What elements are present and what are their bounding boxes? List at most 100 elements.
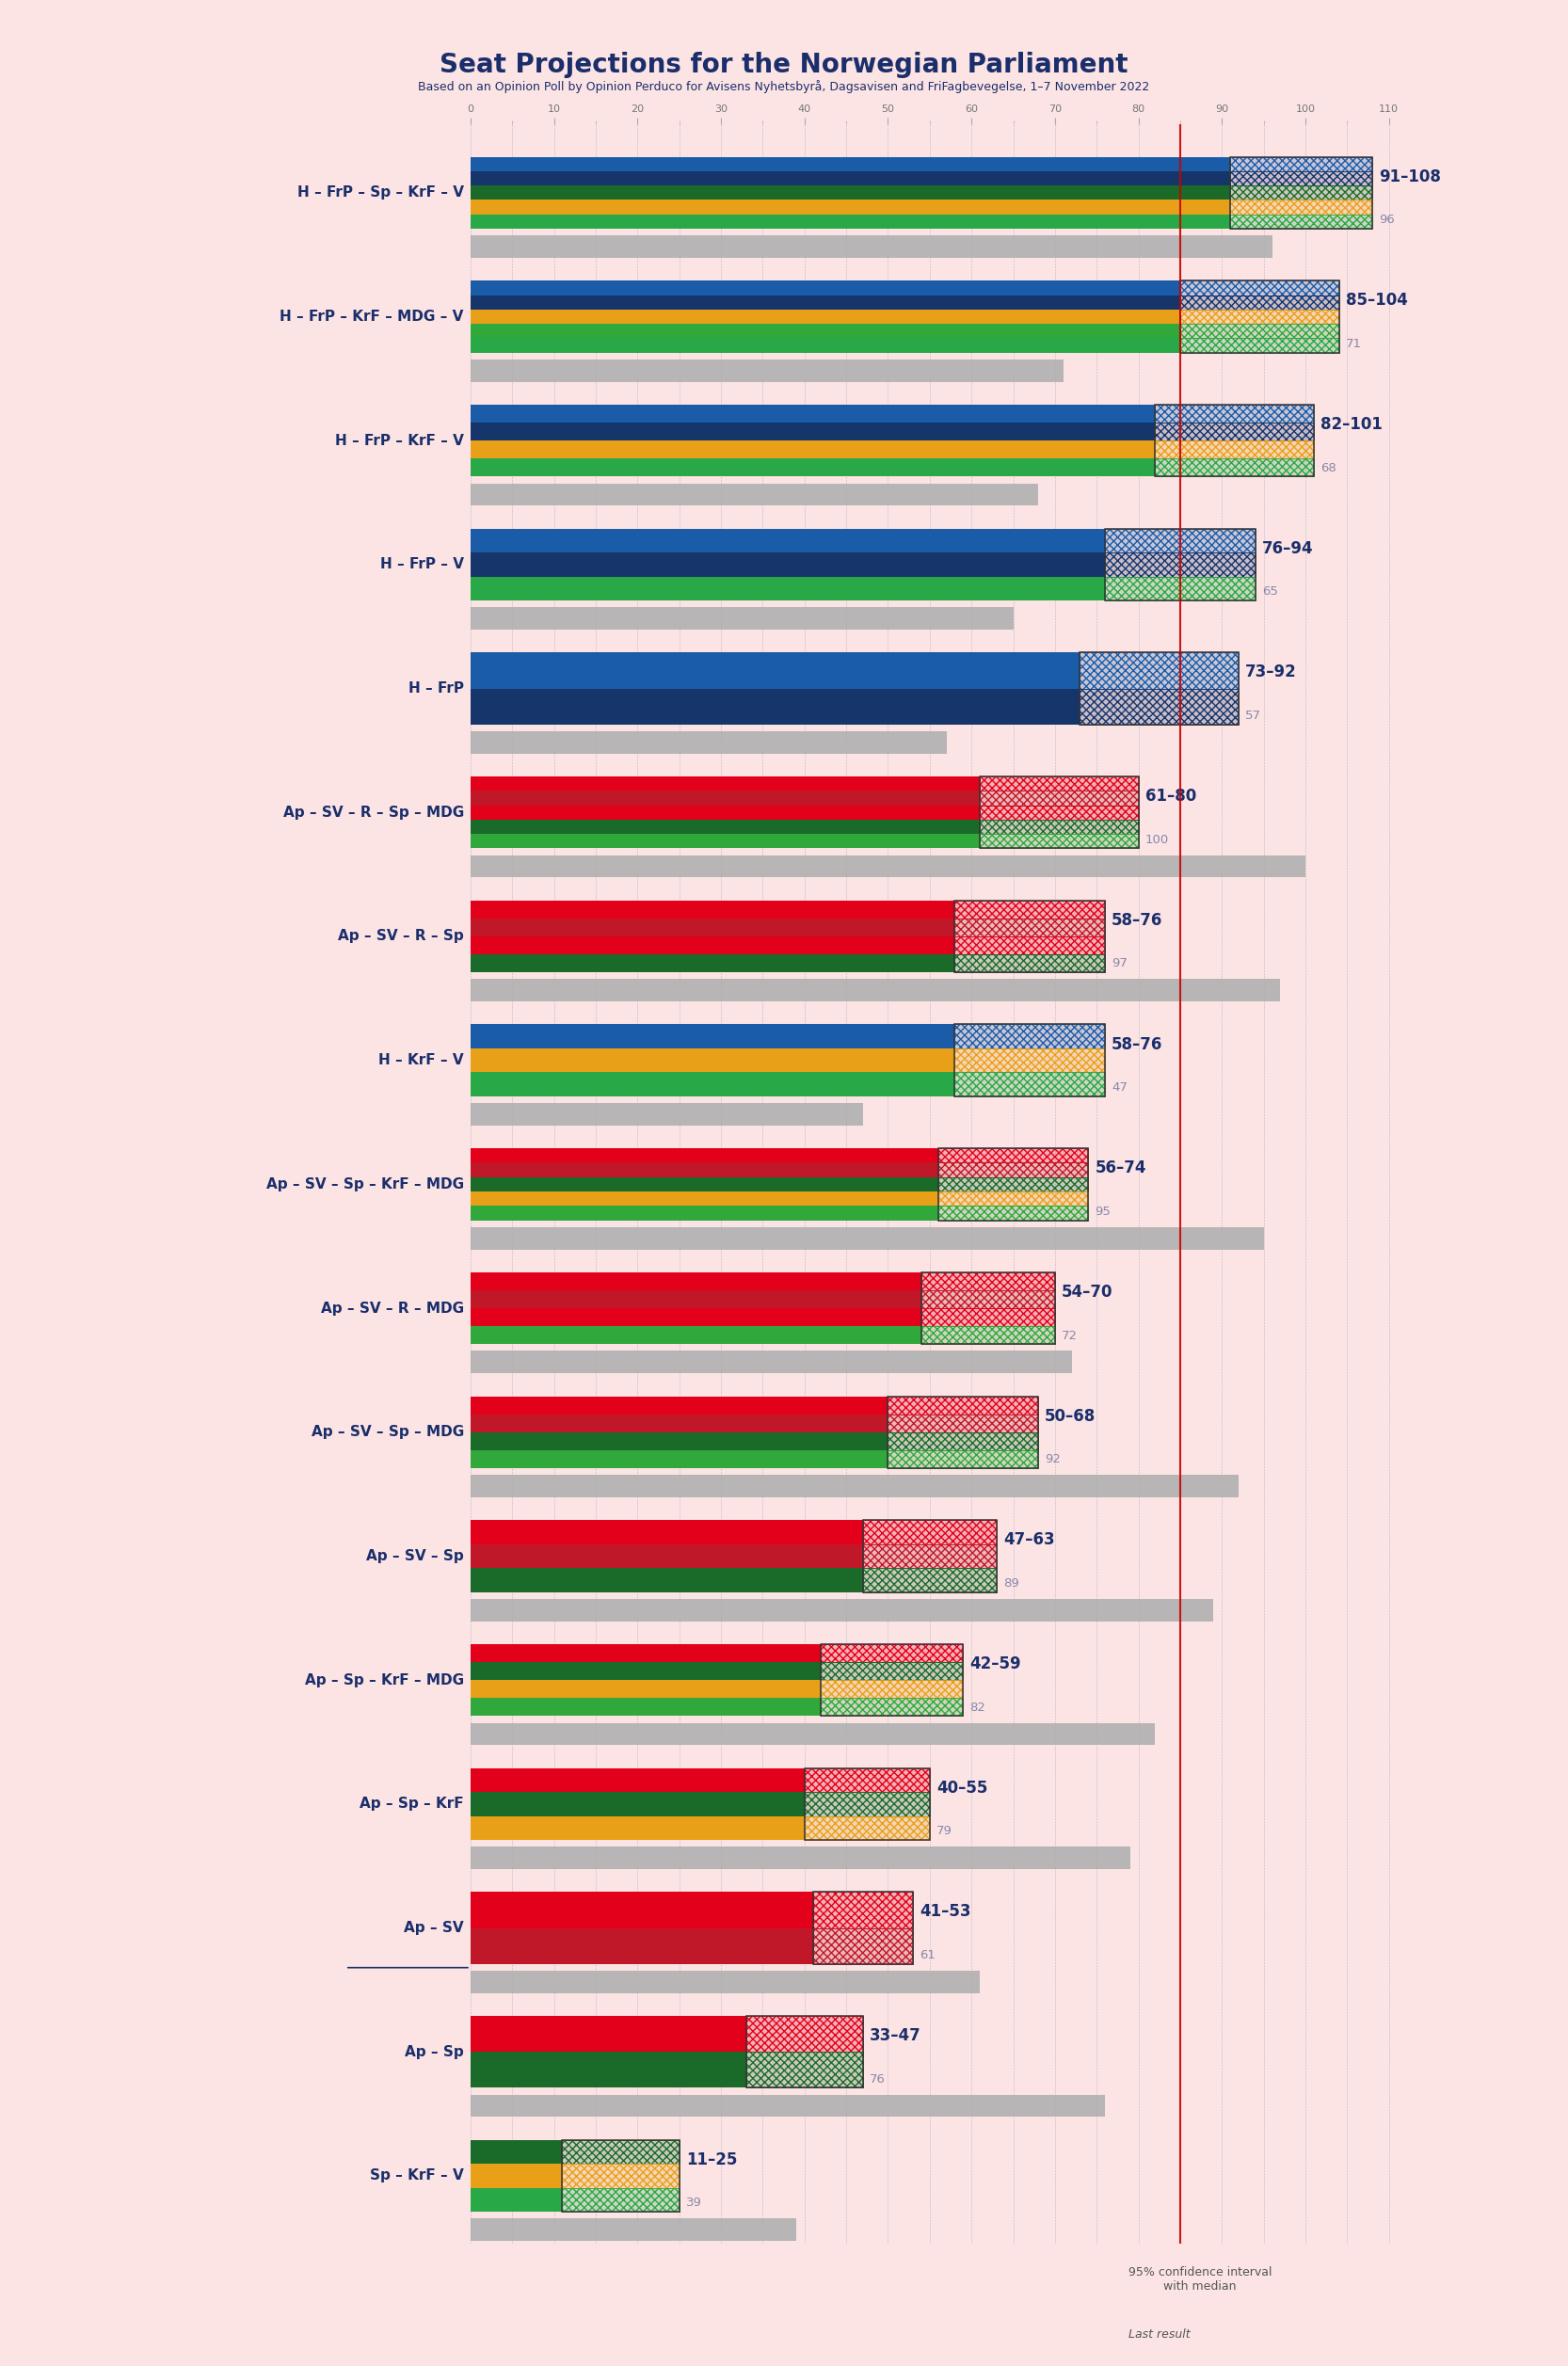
Bar	[1156, 440, 1314, 459]
Bar	[470, 2189, 563, 2212]
Bar	[470, 528, 1105, 554]
Bar	[938, 1148, 1088, 1162]
Bar	[563, 2165, 679, 2189]
Bar	[563, 2139, 679, 2165]
Text: 97: 97	[1112, 958, 1127, 970]
Text: 82: 82	[969, 1701, 986, 1713]
Bar	[470, 199, 1231, 215]
Text: Sp – KrF – V: Sp – KrF – V	[370, 2170, 464, 2184]
Text: 54–70: 54–70	[1062, 1285, 1113, 1301]
Bar	[862, 1569, 997, 1592]
Bar	[804, 1817, 930, 1841]
Bar	[470, 790, 980, 804]
Bar	[470, 1767, 804, 1791]
Bar	[746, 2016, 862, 2051]
Text: H – KrF – V: H – KrF – V	[378, 1053, 464, 1067]
Bar	[1038, 2323, 1121, 2347]
Bar	[1156, 405, 1314, 424]
Text: H – FrP – KrF – V: H – FrP – KrF – V	[336, 433, 464, 447]
Bar	[470, 1722, 1156, 1746]
Bar	[470, 1289, 922, 1308]
Bar	[938, 1148, 1088, 1162]
Bar	[470, 405, 1156, 424]
Bar	[980, 790, 1138, 804]
Text: 71: 71	[1345, 338, 1361, 350]
Bar	[1038, 2278, 1121, 2307]
Bar	[938, 1207, 1088, 1221]
Bar	[812, 1928, 913, 1964]
Bar	[887, 1431, 1038, 1450]
Bar	[862, 1521, 997, 1592]
Text: 61: 61	[920, 1950, 936, 1961]
Bar	[470, 1791, 804, 1817]
Bar	[470, 338, 1181, 353]
Bar	[746, 2051, 862, 2087]
Bar	[470, 980, 1281, 1001]
Bar	[470, 2094, 1105, 2118]
Text: Ap – SV – Sp – MDG: Ap – SV – Sp – MDG	[310, 1424, 464, 1439]
Bar	[470, 2165, 563, 2189]
Bar	[470, 185, 1231, 199]
Bar	[470, 1817, 804, 1841]
Bar	[470, 1103, 862, 1126]
Bar	[563, 2189, 679, 2212]
Bar	[563, 2189, 679, 2212]
Bar	[804, 1767, 930, 1791]
Bar	[470, 282, 1181, 296]
Bar	[1181, 324, 1339, 338]
Bar	[470, 1928, 812, 1964]
Bar	[1105, 554, 1256, 577]
Bar	[470, 1569, 862, 1592]
Bar	[746, 2051, 862, 2087]
Bar	[938, 1178, 1088, 1192]
Bar	[955, 1072, 1105, 1095]
Bar	[470, 1048, 955, 1072]
Bar	[470, 1178, 938, 1192]
Bar	[822, 1644, 963, 1661]
Bar	[470, 854, 1306, 878]
Bar	[470, 440, 1156, 459]
Bar	[804, 1767, 930, 1791]
Bar	[1231, 215, 1372, 230]
Bar	[955, 918, 1105, 937]
Bar	[822, 1661, 963, 1680]
Text: Last result: Last result	[1129, 2328, 1190, 2340]
Bar	[922, 1327, 1055, 1344]
Text: Ap – SV – Sp: Ap – SV – Sp	[367, 1550, 464, 1564]
Bar	[804, 1817, 930, 1841]
Bar	[955, 918, 1105, 937]
Bar	[822, 1661, 963, 1680]
Bar	[563, 2165, 679, 2189]
Bar	[1105, 528, 1256, 601]
Bar	[955, 901, 1105, 918]
Text: 76: 76	[870, 2073, 886, 2084]
Bar	[922, 1308, 1055, 1327]
Bar	[470, 608, 1013, 629]
Bar	[470, 1072, 955, 1095]
Text: 96: 96	[1378, 213, 1394, 227]
Bar	[470, 1661, 822, 1680]
Bar	[1105, 577, 1256, 601]
Bar	[980, 804, 1138, 819]
Bar	[470, 1431, 887, 1450]
Bar	[938, 1192, 1088, 1207]
Bar	[470, 156, 1231, 170]
Bar	[1080, 689, 1239, 724]
Bar	[470, 554, 1105, 577]
Bar	[1231, 199, 1372, 215]
Text: 61–80: 61–80	[1145, 788, 1196, 804]
Text: 47–63: 47–63	[1004, 1531, 1055, 1547]
Bar	[887, 1431, 1038, 1450]
Bar	[470, 1644, 822, 1661]
Bar	[1038, 2250, 1121, 2278]
Bar	[1105, 528, 1256, 554]
Bar	[470, 459, 1156, 476]
Bar	[862, 1521, 997, 1545]
Bar	[887, 1415, 1038, 1431]
Text: 50–68: 50–68	[1044, 1408, 1096, 1424]
Bar	[1038, 2250, 1121, 2307]
Bar	[1231, 185, 1372, 199]
Bar	[470, 1893, 812, 1928]
Bar	[1181, 310, 1339, 324]
Text: 65: 65	[1262, 587, 1278, 599]
